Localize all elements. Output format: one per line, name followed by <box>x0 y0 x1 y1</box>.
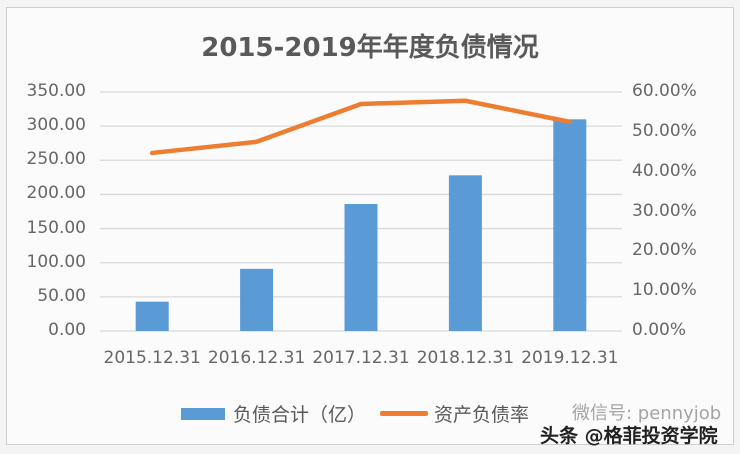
bar <box>135 301 169 331</box>
legend-bar-label: 负债合计（亿） <box>233 404 367 426</box>
legend-line-swatch <box>380 411 429 416</box>
y-right-tick: 40.00% <box>632 160 697 181</box>
x-tick: 2019.12.31 <box>521 348 619 368</box>
y-left-tick: 200.00 <box>26 183 86 204</box>
legend: 负债合计（亿） 资产负债率 <box>181 400 529 427</box>
watermark-toutiao: 头条 @格菲投资学院 <box>540 425 718 447</box>
y-right-tick: 50.00% <box>632 120 697 141</box>
y-left-tick: 50.00 <box>37 285 86 306</box>
y-right-tick: 20.00% <box>632 240 697 261</box>
bar <box>344 203 378 331</box>
y-left-tick: 150.00 <box>26 217 86 238</box>
bar <box>553 119 587 331</box>
y-right-tick: 10.00% <box>632 280 697 301</box>
y-left-tick: 300.00 <box>26 115 86 136</box>
y-right-tick: 60.00% <box>632 81 697 101</box>
x-tick: 2015.12.31 <box>103 348 201 368</box>
bar <box>240 268 274 331</box>
y-left-tick: 350.00 <box>26 81 86 101</box>
chart-title: 2015-2019年年度负债情况 <box>201 33 539 63</box>
legend-line-label: 资产负债率 <box>434 404 530 426</box>
legend-bar-swatch <box>181 407 225 420</box>
x-tick: 2016.12.31 <box>207 348 306 368</box>
bar <box>448 175 482 331</box>
watermark-wechat: 微信号: pennyjob <box>572 403 722 424</box>
y-left-tick: 0.00 <box>48 320 86 340</box>
y-left-tick: 250.00 <box>26 149 86 170</box>
y-right-tick: 30.00% <box>632 200 697 221</box>
y-right-tick: 0.00% <box>632 320 687 340</box>
x-tick: 2017.12.31 <box>312 348 410 368</box>
ratio-line <box>149 98 573 156</box>
y-left-tick: 100.00 <box>26 251 86 272</box>
x-tick: 2018.12.31 <box>416 348 515 368</box>
